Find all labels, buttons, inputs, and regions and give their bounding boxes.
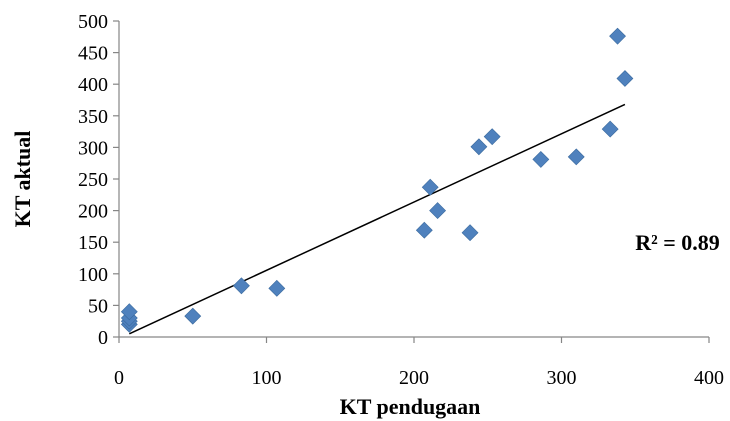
y-tick-label: 200 (78, 201, 108, 223)
x-tick-label: 100 (252, 367, 282, 389)
data-point (184, 307, 202, 325)
tick-labels: 0 50 100 150 200 250 300 350 400 450 500 0 100 200 300… (78, 11, 724, 389)
y-tick-label: 400 (78, 74, 108, 96)
x-tick-label: 0 (114, 367, 124, 389)
x-tick-label: 300 (547, 367, 577, 389)
data-point (268, 279, 286, 297)
data-point (120, 303, 138, 321)
r-squared-label: R² = 0.89 (635, 230, 720, 255)
y-tick-label: 350 (78, 106, 108, 128)
y-tick-label: 50 (88, 295, 108, 317)
data-point (233, 277, 250, 295)
data-point (421, 178, 439, 196)
y-tick-label: 150 (78, 232, 108, 254)
data-point (601, 120, 619, 138)
x-axis-title: KT pendugaan (340, 394, 481, 419)
x-tick-label: 200 (399, 367, 429, 389)
data-points (120, 27, 634, 333)
y-tick-label: 450 (78, 43, 108, 65)
y-tick-label: 0 (98, 327, 108, 349)
y-tick-label: 250 (78, 169, 108, 191)
annotations: R² = 0.89 (635, 230, 720, 255)
data-point (609, 27, 626, 45)
data-point (415, 221, 433, 239)
y-tick-label: 100 (78, 264, 108, 286)
y-tick-label: 300 (78, 137, 108, 159)
x-tick-label: 400 (694, 367, 724, 389)
data-point (461, 224, 479, 242)
axes (113, 20, 710, 343)
data-point (567, 148, 585, 166)
data-point (429, 202, 447, 220)
y-axis-title: KT aktual (10, 131, 35, 228)
trendline (129, 103, 626, 335)
data-point (470, 138, 488, 156)
trendline-layer (129, 103, 626, 335)
y-tick-label: 500 (78, 11, 108, 33)
data-point (616, 70, 634, 87)
data-point (483, 128, 501, 146)
data-point (532, 150, 550, 168)
